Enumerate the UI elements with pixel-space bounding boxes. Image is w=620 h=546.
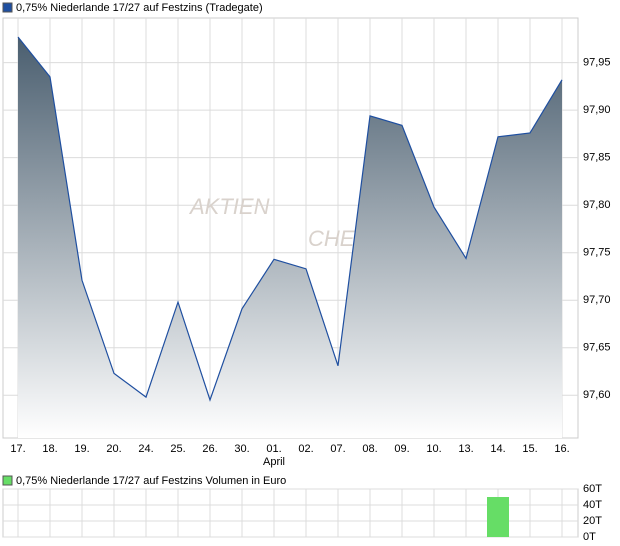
x-tick-label: 08. [362,443,377,455]
x-tick-label: 09. [394,443,409,455]
x-tick-label: 17. [10,443,25,455]
x-month-label: April [263,456,285,468]
watermark: AKTIEN [188,194,270,219]
x-tick-label: 01. [266,443,281,455]
x-tick-label: 16. [554,443,569,455]
y-tick-label: 97,60 [583,389,611,401]
x-tick-label: 15. [522,443,537,455]
y-tick-label: 97,90 [583,104,611,116]
x-tick-label: 30. [234,443,249,455]
y-tick-label: 97,65 [583,342,611,354]
legend-entry: 0,75% Niederlande 17/27 auf Festzins Vol… [16,475,286,487]
x-tick-label: 14. [490,443,505,455]
y-tick-label: 97,80 [583,199,611,211]
x-tick-label: 19. [74,443,89,455]
y-tick-label: 97,95 [583,57,611,69]
chart-title: 0,75% Niederlande 17/27 auf Festzins (Tr… [16,2,263,14]
y-tick-label: 97,75 [583,247,611,259]
bar [487,497,509,537]
y-tick-label: 97,85 [583,152,611,164]
y-tick-label: 0T [583,531,596,543]
legend-swatch [2,2,13,13]
y-tick-label: 20T [583,515,602,527]
x-tick-label: 13. [458,443,473,455]
x-tick-label: 18. [42,443,57,455]
legend-swatch [2,475,13,486]
x-tick-label: 24. [138,443,153,455]
x-tick-label: 02. [298,443,313,455]
y-tick-label: 97,70 [583,294,611,306]
x-tick-label: 07. [330,443,345,455]
y-tick-label: 40T [583,499,602,511]
y-tick-label: 60T [583,483,602,495]
line [17,36,563,402]
x-tick-label: 10. [426,443,441,455]
x-tick-label: 20. [106,443,121,455]
x-tick-label: 25. [170,443,185,455]
x-tick-label: 26. [202,443,217,455]
area [18,37,562,439]
